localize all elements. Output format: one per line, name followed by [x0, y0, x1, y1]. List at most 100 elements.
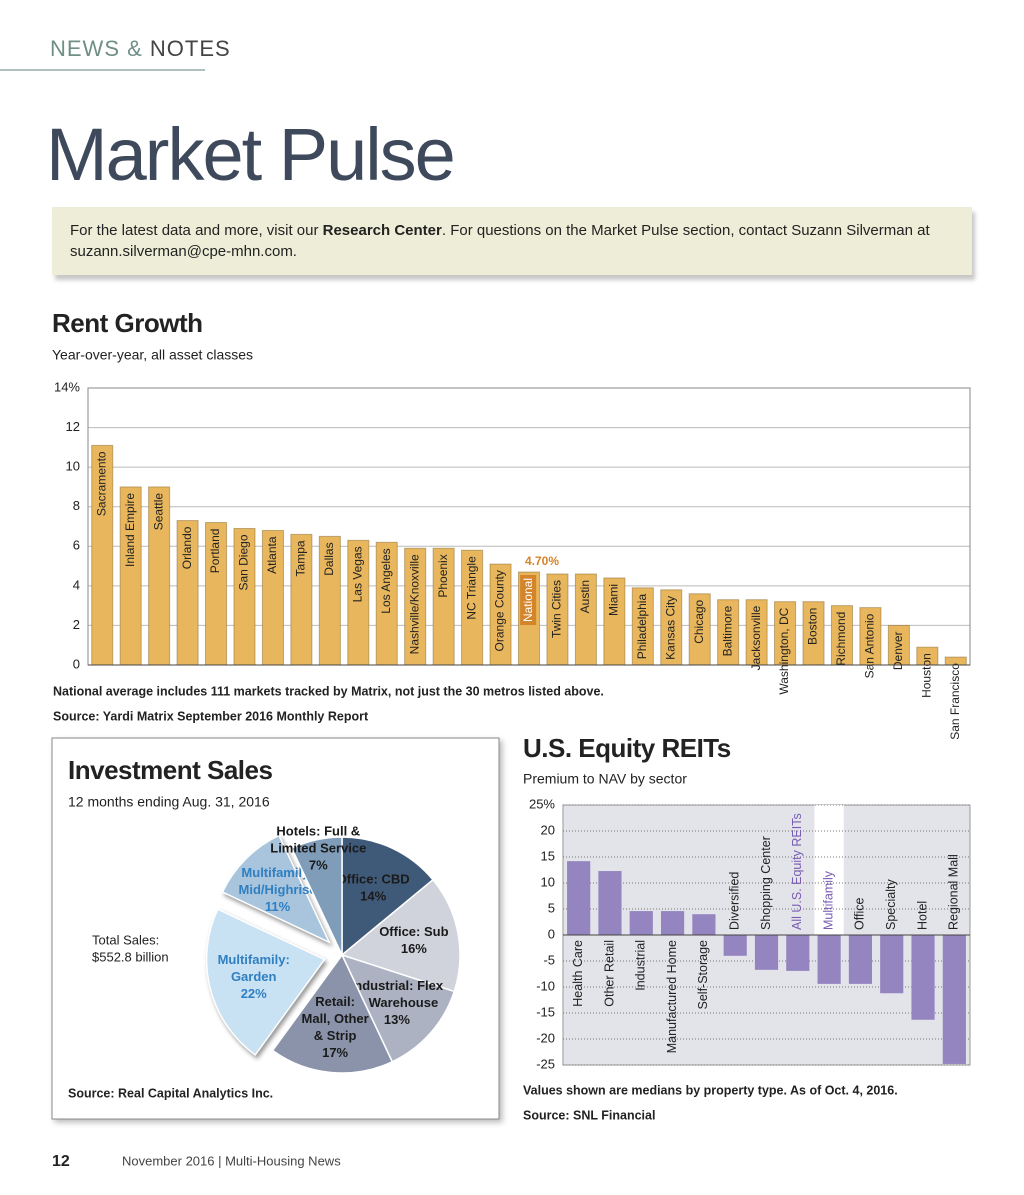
category-label: Boston	[806, 608, 820, 645]
category-label: Los Angeles	[379, 548, 393, 613]
category-label: Manufactured Home	[665, 940, 679, 1053]
info-text: For the latest data and more, visit our	[70, 222, 323, 239]
slice-label: Office: CBD	[337, 872, 410, 887]
category-label: Jacksonville	[749, 605, 763, 670]
slice-label: Office: Sub	[379, 924, 448, 939]
y-tick-label: 10	[66, 459, 80, 474]
category-label: Twin Cities	[550, 580, 564, 638]
pie-slice	[290, 836, 343, 956]
category-label: Office	[853, 898, 867, 930]
info-text: . For questions on the Market Pulse sect…	[70, 222, 930, 260]
category-label: Washington, DC	[777, 607, 791, 694]
y-tick-label: 2	[73, 617, 80, 632]
bar	[911, 935, 935, 1020]
category-highlight	[520, 575, 537, 626]
y-tick-label: 20	[541, 822, 555, 837]
pie-slice	[340, 953, 456, 1063]
slice-value: 16%	[401, 941, 427, 956]
slice-value: 11%	[265, 899, 291, 914]
category-label: Multifamily	[821, 870, 835, 930]
info-box: For the latest data and more, visit our …	[52, 207, 972, 275]
category-label: Las Vegas	[350, 546, 364, 602]
category-label: Hotel	[915, 901, 929, 930]
slice-label: Retail:	[315, 994, 355, 1009]
category-label: San Francisco	[948, 663, 962, 740]
chart-subtitle: Premium to NAV by sector	[523, 771, 687, 787]
slice-label: & Warehouse	[356, 995, 439, 1010]
section-prefix: NEWS &	[50, 36, 143, 61]
category-label: Specialty	[884, 879, 898, 930]
slice-value: 17%	[322, 1045, 348, 1060]
category-label: Richmond	[834, 612, 848, 666]
category-label: Seattle	[151, 493, 165, 531]
slice-value: 13%	[384, 1012, 410, 1027]
info-link: Research Center	[322, 222, 442, 239]
chart-note: Source: Yardi Matrix September 2016 Mont…	[53, 709, 369, 723]
y-tick-label: 12	[66, 419, 80, 434]
section-name: NOTES	[150, 36, 231, 61]
value-label: 4.70%	[525, 554, 559, 568]
chart-source: Source: Real Capital Analytics Inc.	[68, 1086, 273, 1100]
slice-label: Garden	[231, 969, 277, 984]
bar	[786, 935, 810, 971]
pie-slice	[340, 878, 461, 993]
category-label: San Antonio	[863, 613, 877, 678]
chart-title: Investment Sales	[68, 755, 272, 785]
y-tick-label: 0	[73, 656, 80, 671]
category-label: Diversified	[727, 872, 741, 930]
y-tick-label: -10	[536, 978, 555, 993]
category-label: Regional Mall	[947, 854, 961, 930]
page-title: Market Pulse	[46, 113, 454, 196]
bar	[942, 935, 966, 1064]
page-number: 12	[52, 1153, 70, 1170]
category-label: Orlando	[180, 526, 194, 569]
category-label: Kansas City	[663, 596, 677, 660]
chart-subtitle: Year-over-year, all asset classes	[52, 347, 253, 363]
y-tick-label: 4	[73, 577, 80, 592]
slice-label: Industrial: Flex	[351, 978, 444, 993]
chart-title: U.S. Equity REITs	[523, 733, 731, 763]
category-label: Houston	[919, 653, 933, 698]
slice-label: Mall, Other	[302, 1011, 369, 1026]
category-label: Nashville/Knoxville	[407, 554, 421, 654]
annotation: $552.8 billion	[92, 949, 169, 964]
bar	[817, 935, 841, 984]
category-label: Inland Empire	[123, 493, 137, 567]
category-label: Self-Storage	[696, 940, 710, 1010]
slice-value: 22%	[241, 986, 267, 1001]
bar	[880, 935, 904, 994]
slice-label: Multifamily:	[241, 865, 313, 880]
y-tick-label: 5	[548, 900, 555, 915]
category-label: National	[521, 578, 535, 622]
category-label: Orange County	[493, 570, 507, 651]
category-label: Philadelphia	[635, 594, 649, 660]
category-label: Dallas	[322, 542, 336, 575]
pie-slice	[341, 836, 434, 957]
y-tick-label: 6	[73, 538, 80, 553]
bar	[629, 911, 653, 935]
y-tick-label: -5	[543, 952, 555, 967]
pie-slice	[205, 908, 326, 1056]
category-label: Atlanta	[265, 536, 279, 574]
category-label: Sacramento	[94, 451, 108, 516]
slice-value: 14%	[360, 889, 386, 904]
category-label: Other Retail	[602, 940, 616, 1007]
category-label: Portland	[208, 529, 222, 574]
slice-label: Limited Service	[270, 840, 366, 855]
category-label: Phoenix	[436, 554, 450, 597]
category-label: Shopping Center	[759, 836, 773, 930]
category-label: Industrial	[634, 940, 648, 991]
y-tick-label: 14%	[54, 379, 80, 394]
chart-title: Rent Growth	[52, 308, 203, 338]
slice-label: Multifamily:	[218, 952, 290, 967]
category-label: San Diego	[237, 534, 251, 590]
bar	[660, 911, 685, 935]
category-label: NC Triangle	[464, 556, 478, 620]
category-label: Austin	[578, 580, 592, 613]
slice-label: & Strip	[314, 1028, 357, 1043]
bar	[692, 914, 716, 935]
y-tick-label: 10	[541, 874, 555, 889]
bar	[567, 861, 591, 935]
chart-note: Values shown are medians by property typ…	[523, 1083, 898, 1097]
